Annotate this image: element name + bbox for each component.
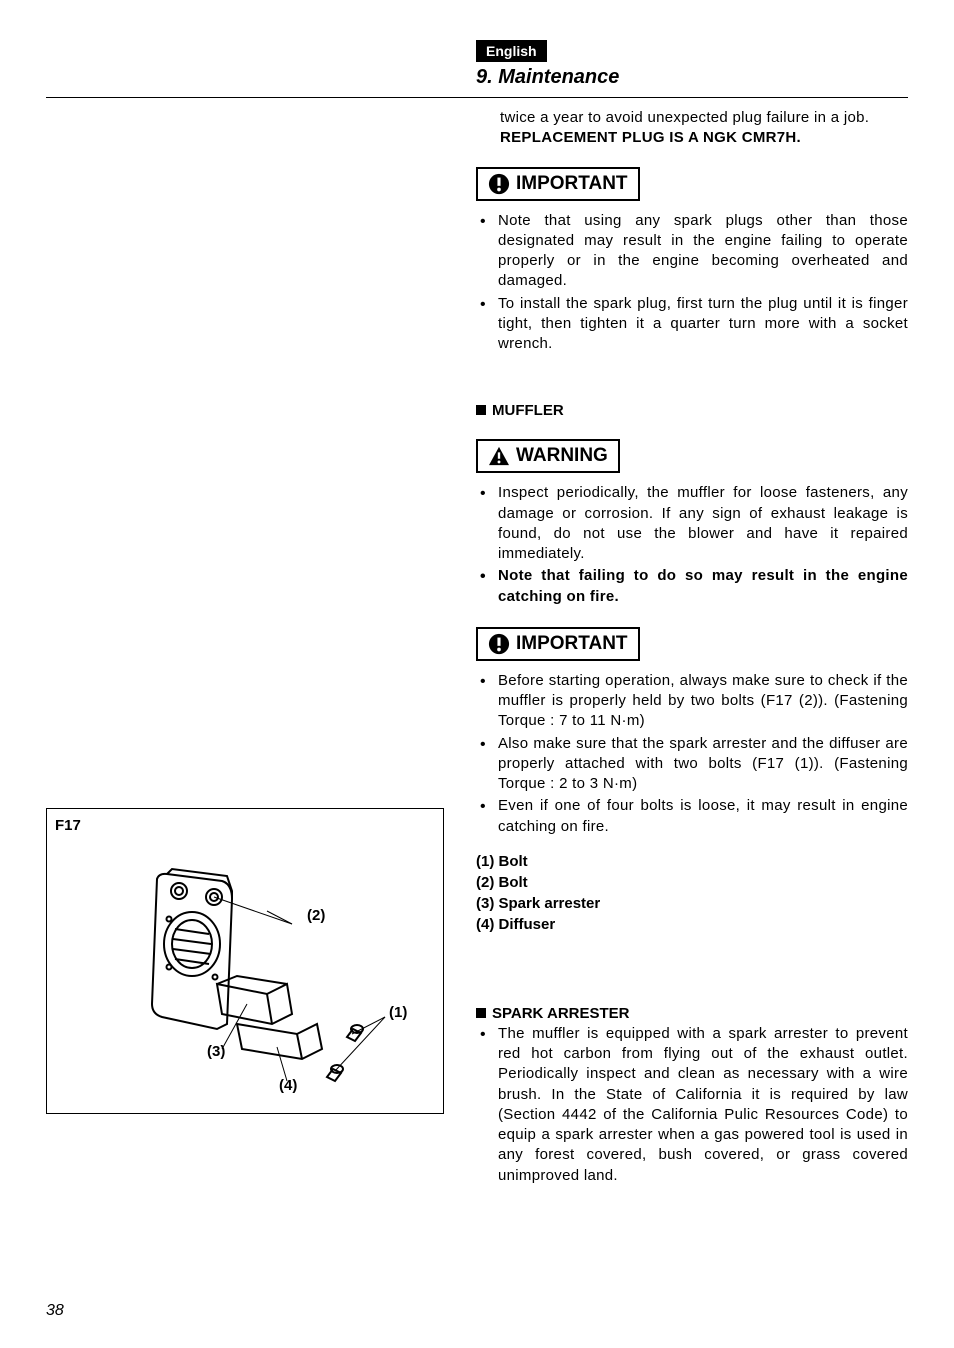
spark-arrester-heading: SPARK ARRESTER xyxy=(476,1005,908,1022)
warning-box-1: WARNING xyxy=(476,439,620,473)
part-3: (3) Spark arrester xyxy=(476,893,908,914)
replacement-plug: REPLACEMENT PLUG IS A NGK CMR7H. xyxy=(476,128,908,148)
header-rule xyxy=(46,97,908,98)
left-column: F17 xyxy=(46,108,456,1188)
important1-item-0: Note that using any spark plugs other th… xyxy=(476,211,908,292)
important-icon xyxy=(488,173,510,195)
figure-f17: F17 xyxy=(46,808,444,1114)
spark-arrester-text: The muffler is equipped with a spark arr… xyxy=(476,1024,908,1186)
part-1: (1) Bolt xyxy=(476,851,908,872)
header-area: English 9. Maintenance xyxy=(476,40,908,89)
important1-item-1: To install the spark plug, first turn th… xyxy=(476,294,908,355)
warning-label-1: WARNING xyxy=(516,445,608,467)
important1-list: Note that using any spark plugs other th… xyxy=(476,211,908,355)
muffler-heading-text: MUFFLER xyxy=(492,402,564,419)
warning1-item-0: Inspect periodically, the muffler for lo… xyxy=(476,483,908,564)
muffler-diagram-svg xyxy=(97,849,397,1099)
important-icon xyxy=(488,633,510,655)
spark-arrester-heading-text: SPARK ARRESTER xyxy=(492,1005,630,1022)
muffler-heading: MUFFLER xyxy=(476,402,908,419)
part-4: (4) Diffuser xyxy=(476,914,908,935)
language-badge: English xyxy=(476,40,547,62)
warning-icon xyxy=(488,446,510,466)
important2-list: Before starting operation, always make s… xyxy=(476,671,908,837)
important-label-1: IMPORTANT xyxy=(516,173,628,195)
important2-item-2: Even if one of four bolts is loose, it m… xyxy=(476,796,908,837)
important-box-1: IMPORTANT xyxy=(476,167,640,201)
right-column: twice a year to avoid unexpected plug fa… xyxy=(476,108,908,1188)
warning1-list: Inspect periodically, the muffler for lo… xyxy=(476,483,908,607)
two-column-layout: F17 xyxy=(46,108,908,1188)
spark-arrester-list: The muffler is equipped with a spark arr… xyxy=(476,1024,908,1186)
parts-list: (1) Bolt (2) Bolt (3) Spark arrester (4)… xyxy=(476,851,908,935)
page-number: 38 xyxy=(46,1302,64,1320)
callout-4: (4) xyxy=(279,1077,297,1094)
part-2: (2) Bolt xyxy=(476,872,908,893)
intro-continuation: twice a year to avoid unexpected plug fa… xyxy=(476,108,908,128)
chapter-title: 9. Maintenance xyxy=(476,66,908,89)
important-box-2: IMPORTANT xyxy=(476,627,640,661)
square-bullet-icon xyxy=(476,1008,486,1018)
square-bullet-icon xyxy=(476,405,486,415)
important2-item-1: Also make sure that the spark arrester a… xyxy=(476,734,908,795)
figure-label: F17 xyxy=(55,817,435,834)
callout-3: (3) xyxy=(207,1043,225,1060)
important-label-2: IMPORTANT xyxy=(516,633,628,655)
important2-item-0: Before starting operation, always make s… xyxy=(476,671,908,732)
callout-1: (1) xyxy=(389,1004,407,1021)
callout-2: (2) xyxy=(307,907,325,924)
warning1-bold-item: Note that failing to do so may result in… xyxy=(476,566,908,607)
